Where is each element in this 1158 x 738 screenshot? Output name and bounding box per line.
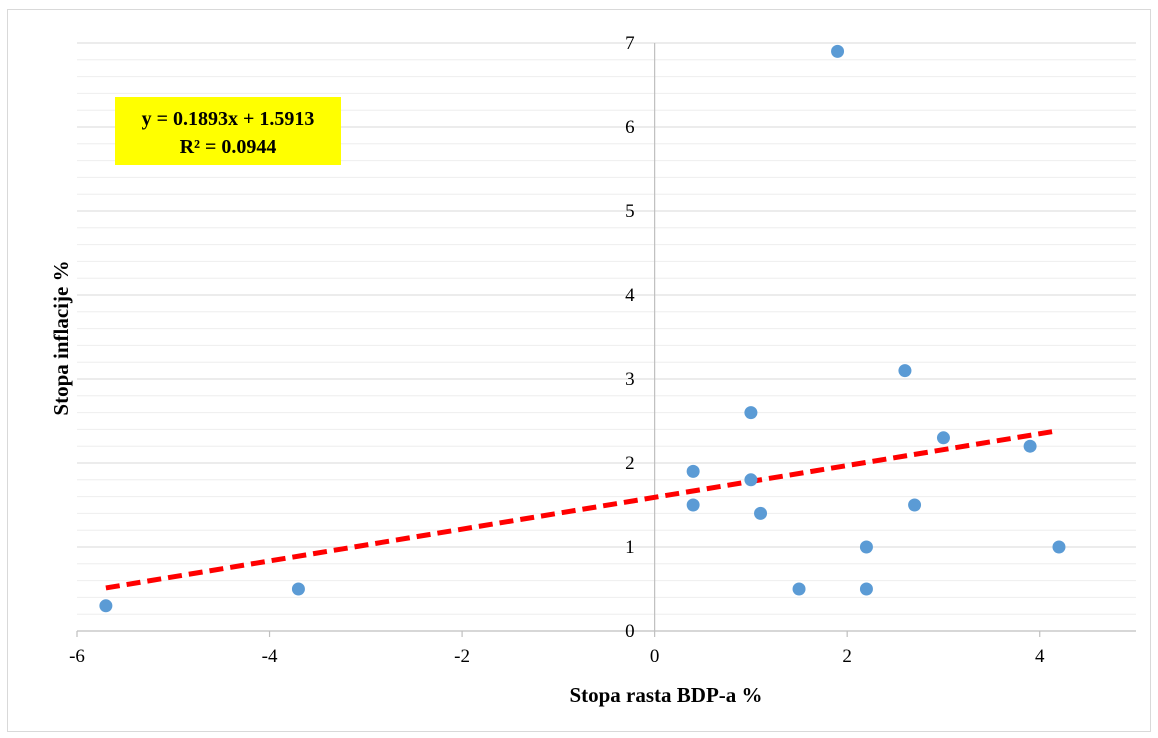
data-point — [686, 498, 700, 512]
data-point — [859, 540, 873, 554]
data-point — [291, 582, 305, 596]
y-axis-title: Stopa inflacije % — [49, 260, 73, 415]
y-tick-label: 4 — [625, 285, 635, 306]
y-tick-label: 0 — [625, 621, 635, 642]
x-tick-label: 4 — [1035, 646, 1045, 667]
data-point — [1023, 439, 1037, 453]
data-point — [686, 464, 700, 478]
x-tick-labels: -6 -4 -2 0 2 4 — [69, 646, 1045, 667]
data-point — [792, 582, 806, 596]
y-tick-label: 2 — [625, 453, 635, 474]
data-point — [859, 582, 873, 596]
data-point — [744, 473, 758, 487]
data-point — [99, 599, 113, 613]
y-tick-label: 6 — [625, 117, 635, 138]
y-tick-label: 7 — [625, 33, 635, 54]
trendline-equation: y = 0.1893x + 1.5913 — [142, 108, 315, 130]
data-point — [898, 364, 912, 378]
data-point — [754, 506, 768, 520]
data-point — [936, 431, 950, 445]
data-point — [908, 498, 922, 512]
y-tick-labels: 0 1 2 3 4 5 6 7 — [625, 33, 635, 642]
x-tick-label: -4 — [262, 646, 278, 667]
equation-background — [115, 97, 341, 165]
x-tick-label: 0 — [650, 646, 660, 667]
data-point — [744, 406, 758, 420]
trendline-equation-box: y = 0.1893x + 1.5913 R² = 0.0944 — [115, 97, 341, 165]
y-tick-label: 3 — [625, 369, 635, 390]
y-tick-label: 5 — [625, 201, 635, 222]
x-tick-label: -2 — [454, 646, 470, 667]
x-tick-label: 2 — [842, 646, 852, 667]
x-tick-label: -6 — [69, 646, 85, 667]
data-points — [99, 44, 1066, 613]
y-tick-label: 1 — [625, 537, 635, 558]
x-axis-title: Stopa rasta BDP-a % — [569, 683, 762, 707]
axes — [76, 43, 1136, 637]
data-point — [1052, 540, 1066, 554]
trendline-group — [105, 428, 1060, 591]
trendline-r-squared: R² = 0.0944 — [180, 136, 277, 158]
data-point — [831, 44, 845, 58]
trendline — [105, 428, 1060, 591]
minor-gridlines — [77, 59, 1136, 615]
